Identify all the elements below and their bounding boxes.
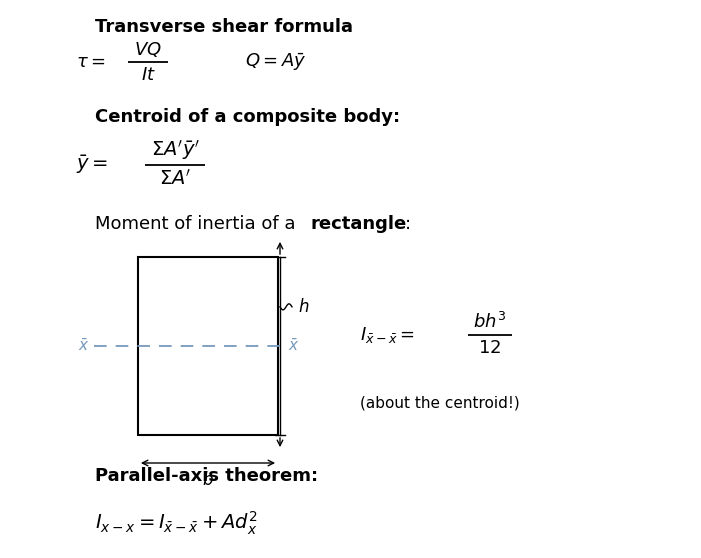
- Text: $\tau =$: $\tau =$: [76, 53, 105, 71]
- Text: $bh^3$: $bh^3$: [473, 312, 507, 332]
- Text: $It$: $It$: [140, 66, 156, 84]
- Text: $\bar{x}$: $\bar{x}$: [79, 338, 90, 354]
- Text: $\Sigma A'$: $\Sigma A'$: [158, 169, 191, 189]
- Text: Moment of inertia of a: Moment of inertia of a: [95, 215, 301, 233]
- Text: Parallel-axis theorem:: Parallel-axis theorem:: [95, 467, 318, 485]
- Text: $\bar{y} =$: $\bar{y} =$: [76, 153, 108, 176]
- Text: Transverse shear formula: Transverse shear formula: [95, 18, 353, 36]
- Text: $h$: $h$: [298, 298, 309, 316]
- Text: $b$: $b$: [202, 471, 214, 489]
- Text: $12$: $12$: [478, 339, 502, 357]
- Text: $I_{\bar{x}-\bar{x}} =$: $I_{\bar{x}-\bar{x}} =$: [360, 325, 415, 345]
- Text: $\bar{x}$: $\bar{x}$: [288, 338, 299, 354]
- Text: $Q = A\bar{y}$: $Q = A\bar{y}$: [245, 51, 306, 73]
- Text: Centroid of a composite body:: Centroid of a composite body:: [95, 108, 400, 126]
- Text: $\Sigma A'\bar{y}'$: $\Sigma A'\bar{y}'$: [151, 138, 199, 162]
- Text: $VQ$: $VQ$: [134, 40, 162, 59]
- Bar: [138, 257, 278, 435]
- Text: rectangle: rectangle: [310, 215, 407, 233]
- Text: :: :: [405, 215, 411, 233]
- Text: (about the centroid!): (about the centroid!): [360, 395, 519, 410]
- Text: $I_{x-x} = I_{\bar{x}-\bar{x}} + Ad^2_x$: $I_{x-x} = I_{\bar{x}-\bar{x}} + Ad^2_x$: [95, 510, 258, 537]
